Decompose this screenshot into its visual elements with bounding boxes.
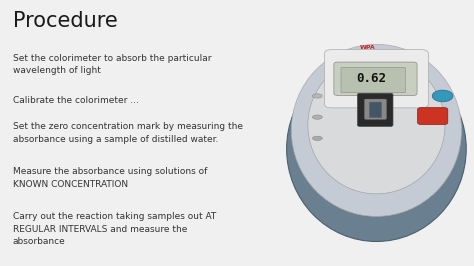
FancyBboxPatch shape xyxy=(365,99,386,119)
Ellipse shape xyxy=(292,44,462,216)
Ellipse shape xyxy=(308,56,445,194)
Text: Calibrate the colorimeter ...: Calibrate the colorimeter ... xyxy=(12,96,138,105)
Text: 0.62: 0.62 xyxy=(357,72,387,85)
FancyBboxPatch shape xyxy=(369,102,382,118)
FancyBboxPatch shape xyxy=(334,62,417,95)
Text: Set the colorimeter to absorb the particular
wavelength of light: Set the colorimeter to absorb the partic… xyxy=(12,54,211,75)
Text: Set the zero concentration mark by measuring the
absorbance using a sample of di: Set the zero concentration mark by measu… xyxy=(12,122,243,144)
Text: Procedure: Procedure xyxy=(12,11,117,31)
Text: WPA: WPA xyxy=(360,44,375,49)
Text: Carry out the reaction taking samples out AT
REGULAR INTERVALS and measure the
a: Carry out the reaction taking samples ou… xyxy=(12,212,216,246)
Circle shape xyxy=(432,90,453,102)
Ellipse shape xyxy=(312,94,322,98)
Ellipse shape xyxy=(287,56,466,242)
FancyBboxPatch shape xyxy=(418,108,448,124)
FancyBboxPatch shape xyxy=(324,50,428,108)
Ellipse shape xyxy=(312,136,322,140)
Text: Measure the absorbance using solutions of
KNOWN CONCENTRATION: Measure the absorbance using solutions o… xyxy=(12,167,207,189)
Ellipse shape xyxy=(312,115,322,119)
FancyBboxPatch shape xyxy=(357,93,393,126)
FancyBboxPatch shape xyxy=(341,67,405,93)
